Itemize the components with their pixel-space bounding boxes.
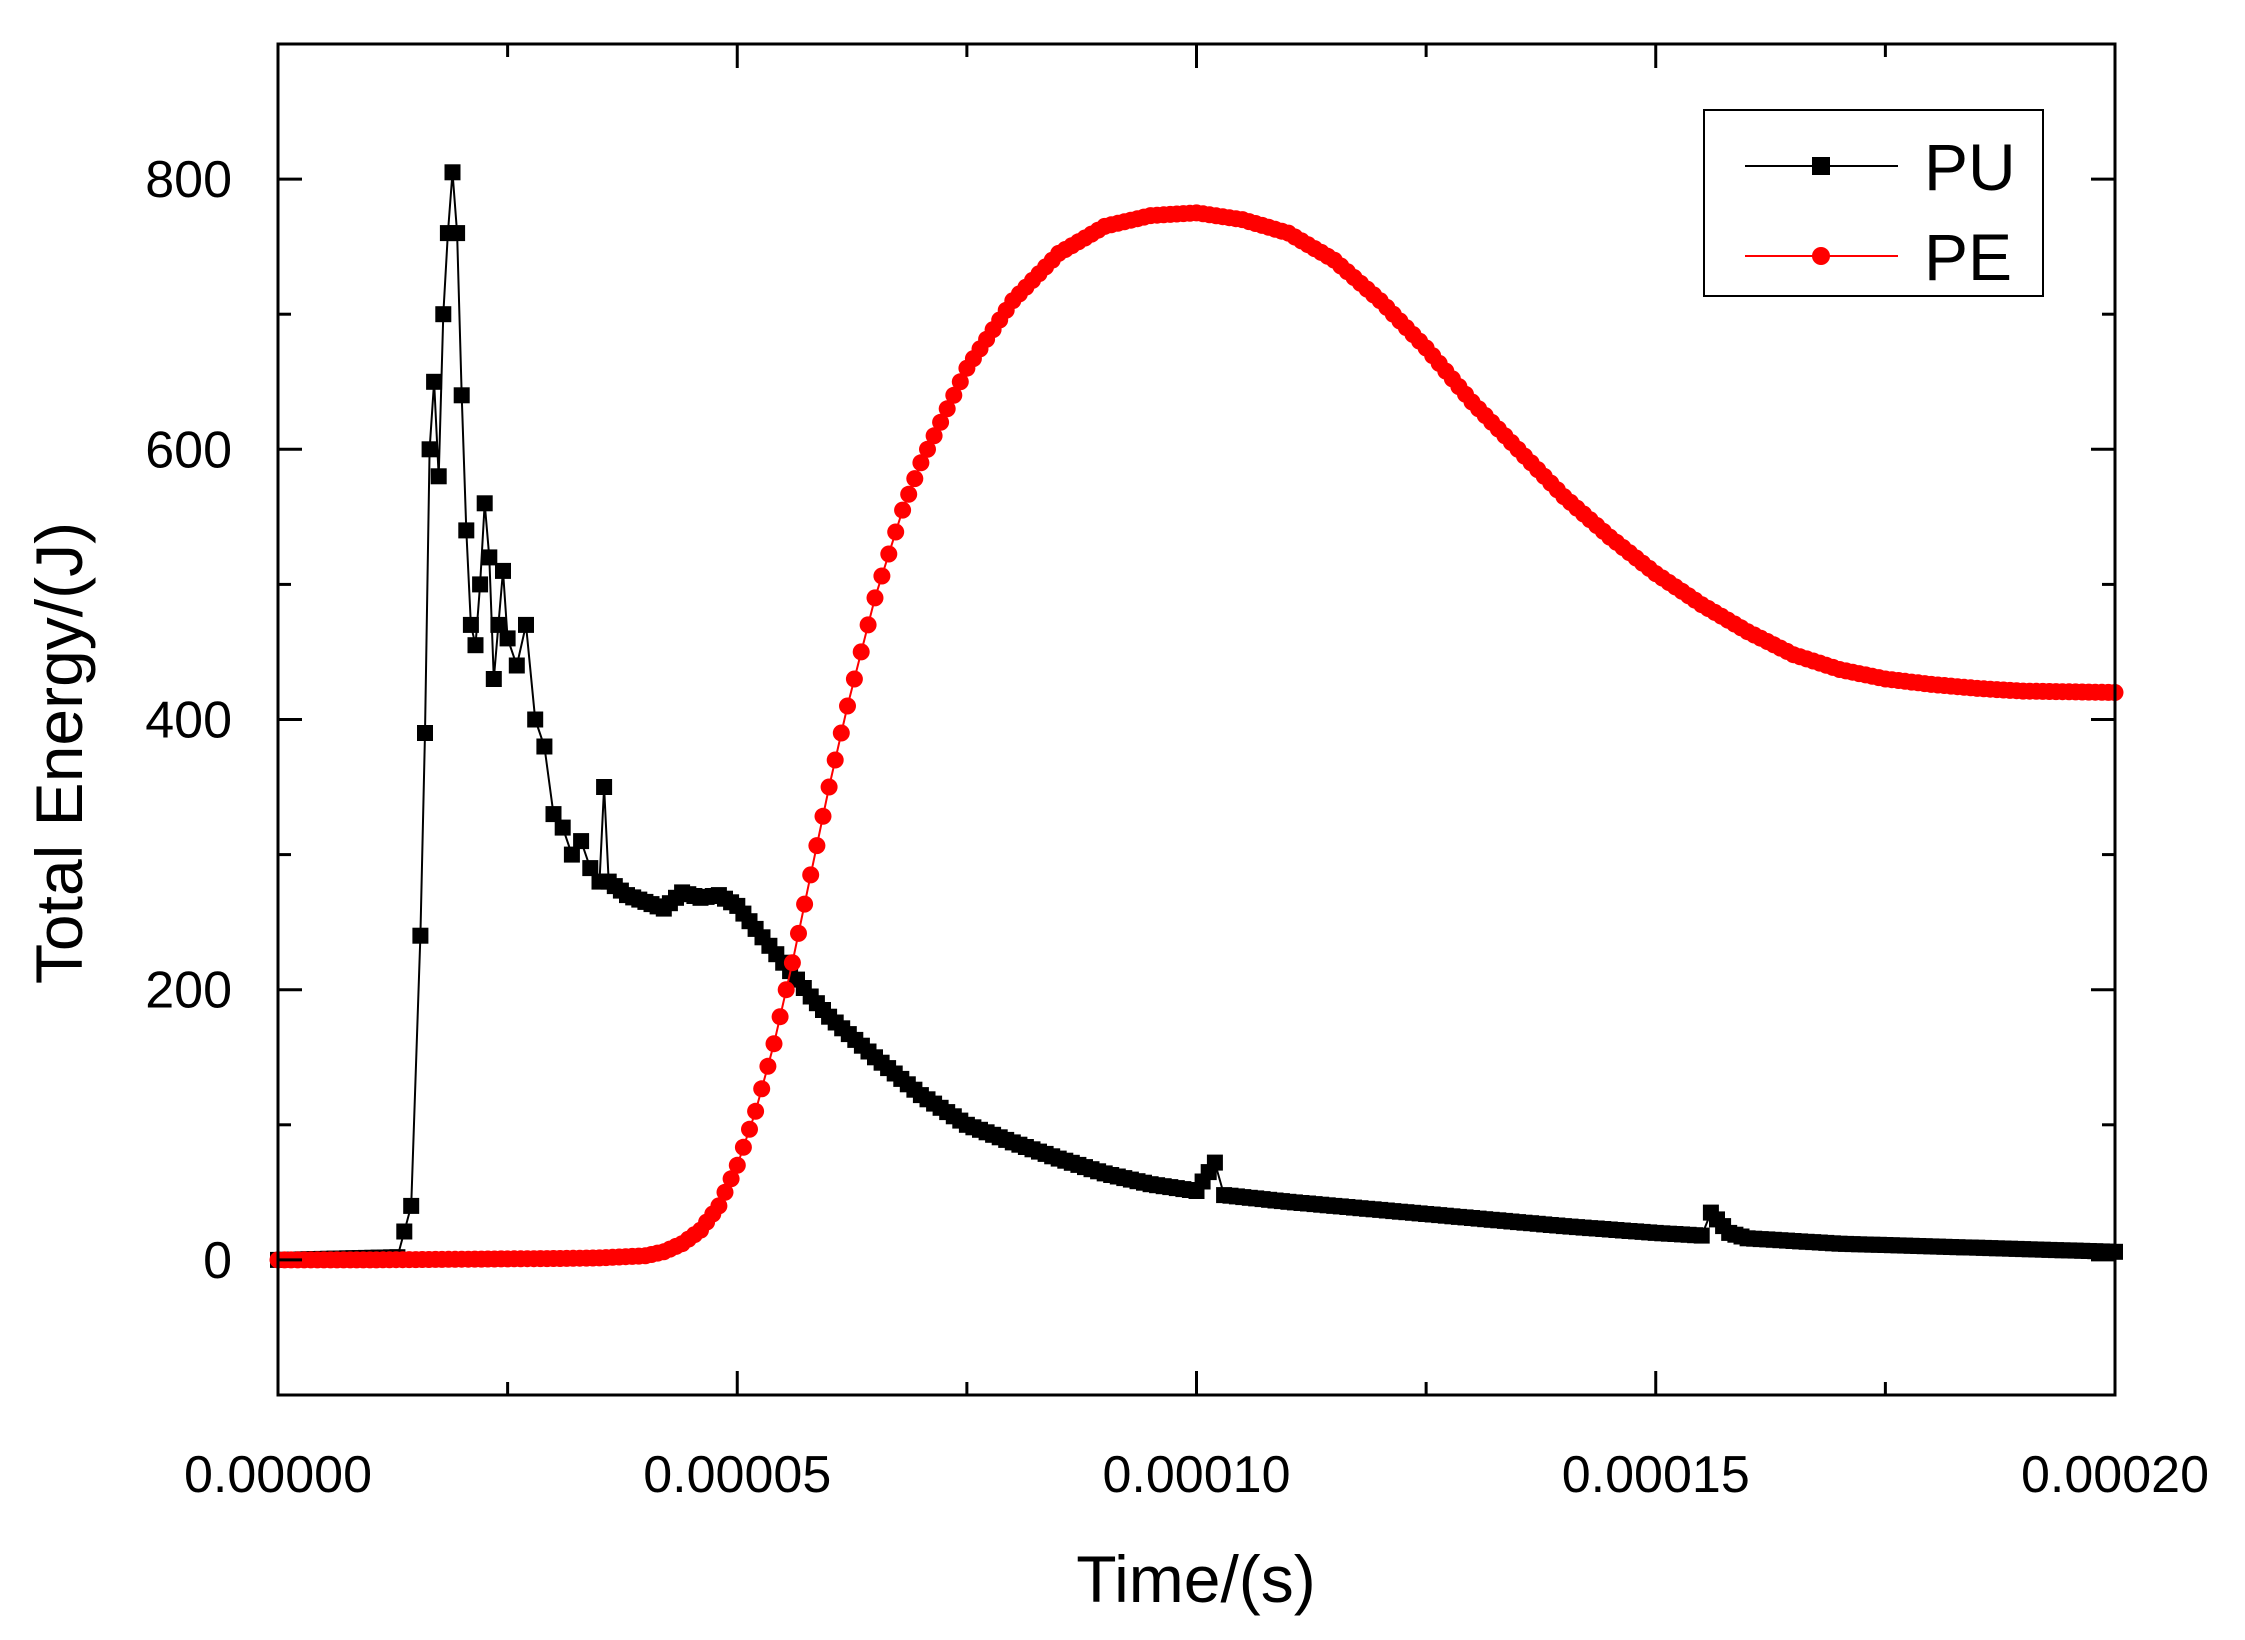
data-point-pe <box>771 1008 789 1026</box>
data-point-pe <box>852 643 870 661</box>
data-point-pu <box>467 637 484 654</box>
y-tick-label: 200 <box>145 962 232 1020</box>
legend-box <box>1703 109 2044 297</box>
data-point-pe <box>820 778 838 796</box>
data-point-pe <box>938 400 956 418</box>
data-point-pe <box>945 386 963 404</box>
data-point-pe <box>765 1035 783 1053</box>
data-point-pu <box>573 833 590 850</box>
data-point-pu <box>430 468 447 485</box>
data-point-pu <box>417 725 433 741</box>
data-point-pe <box>919 440 936 458</box>
y-axis-title: Total Energy/(J) <box>22 522 96 984</box>
data-point-pe <box>716 1183 734 1201</box>
data-point-pe <box>900 485 918 503</box>
legend: PU PE <box>1703 109 2044 297</box>
data-point-pe <box>808 837 826 855</box>
legend-marker-pe <box>1812 247 1830 265</box>
series-pu <box>270 164 2123 1268</box>
x-tick-label: 0.00020 <box>2021 1446 2209 1504</box>
data-point-pe <box>753 1080 771 1098</box>
data-point-pu <box>426 373 443 390</box>
data-point-pu <box>458 522 475 539</box>
data-point-pu <box>563 846 580 863</box>
data-point-pe <box>845 670 863 688</box>
series-line-pu <box>277 172 2116 1261</box>
data-point-pu <box>476 495 493 512</box>
data-point-pu <box>421 441 438 458</box>
data-point-pu <box>499 630 516 647</box>
data-point-pu <box>508 657 525 674</box>
data-point-pu <box>412 927 429 944</box>
x-tick-label: 0.00010 <box>1103 1446 1291 1504</box>
data-point-pe <box>826 751 844 769</box>
data-point-pe <box>734 1138 752 1156</box>
legend-marker-pu <box>1812 157 1830 175</box>
data-point-pu <box>472 576 489 593</box>
data-point-pu <box>444 164 461 181</box>
ticks-layer <box>276 42 2117 1397</box>
y-tick-label: 0 <box>203 1232 232 1290</box>
data-point-pe <box>777 981 795 999</box>
y-tick-label: 400 <box>145 692 232 750</box>
data-point-pu <box>462 616 479 633</box>
y-tick-label: 600 <box>145 421 232 479</box>
data-point-pe <box>790 924 807 942</box>
data-point-pe <box>747 1102 765 1120</box>
data-point-pu <box>1693 1227 1710 1244</box>
data-point-pe <box>802 866 820 884</box>
tick-labels-layer: 0.00000 0.00005 0.00010 0.00015 0.00020 0 200 4… <box>145 151 2209 1504</box>
data-point-pe <box>932 413 950 431</box>
data-point-pu <box>596 779 613 795</box>
legend-label-pu: PU <box>1924 130 2016 204</box>
data-point-pu <box>403 1197 420 1214</box>
data-point-pe <box>722 1170 740 1188</box>
x-axis-title: Time/(s) <box>1076 1542 1316 1616</box>
data-point-pu <box>490 616 507 633</box>
data-point-pe <box>859 616 877 634</box>
data-point-pe <box>839 697 856 715</box>
data-point-pu <box>545 806 562 823</box>
data-point-pe <box>728 1156 746 1174</box>
data-point-pu <box>554 819 571 836</box>
series-line-pe <box>278 211 2116 1261</box>
data-point-pu <box>518 616 534 633</box>
data-point-pu <box>1206 1154 1223 1171</box>
data-point-pu <box>396 1223 413 1240</box>
data-point-pu <box>495 562 511 579</box>
series-layer <box>269 164 2124 1269</box>
series-pe <box>269 204 2124 1269</box>
x-tick-label: 0.00000 <box>184 1446 372 1504</box>
data-point-pe <box>741 1120 758 1138</box>
x-tick-label: 0.00015 <box>1562 1446 1750 1504</box>
data-point-pe <box>866 589 884 607</box>
data-point-pe <box>912 454 930 472</box>
data-point-pu <box>582 860 599 877</box>
data-point-pe <box>814 807 832 825</box>
legend-label-pe: PE <box>1924 220 2012 294</box>
data-point-pe <box>951 373 969 391</box>
data-point-pu <box>453 387 470 404</box>
data-point-pe <box>906 470 924 488</box>
data-point-pe <box>880 545 898 563</box>
data-point-pu <box>536 738 553 755</box>
data-point-pe <box>894 501 912 519</box>
data-point-pe <box>887 523 905 541</box>
data-point-pe <box>832 724 850 742</box>
y-tick-label: 800 <box>145 151 232 209</box>
data-point-pu <box>435 306 452 323</box>
data-point-pe <box>783 954 801 972</box>
data-point-pu <box>485 671 502 687</box>
x-tick-label: 0.00005 <box>643 1446 831 1504</box>
data-point-pe <box>796 895 814 913</box>
data-point-pu <box>527 711 544 728</box>
data-point-pu <box>449 225 466 242</box>
data-point-pe <box>873 567 891 585</box>
data-point-pu <box>481 549 498 566</box>
data-point-pe <box>759 1057 777 1075</box>
data-point-pe <box>925 427 943 445</box>
data-point-pe <box>710 1197 728 1215</box>
